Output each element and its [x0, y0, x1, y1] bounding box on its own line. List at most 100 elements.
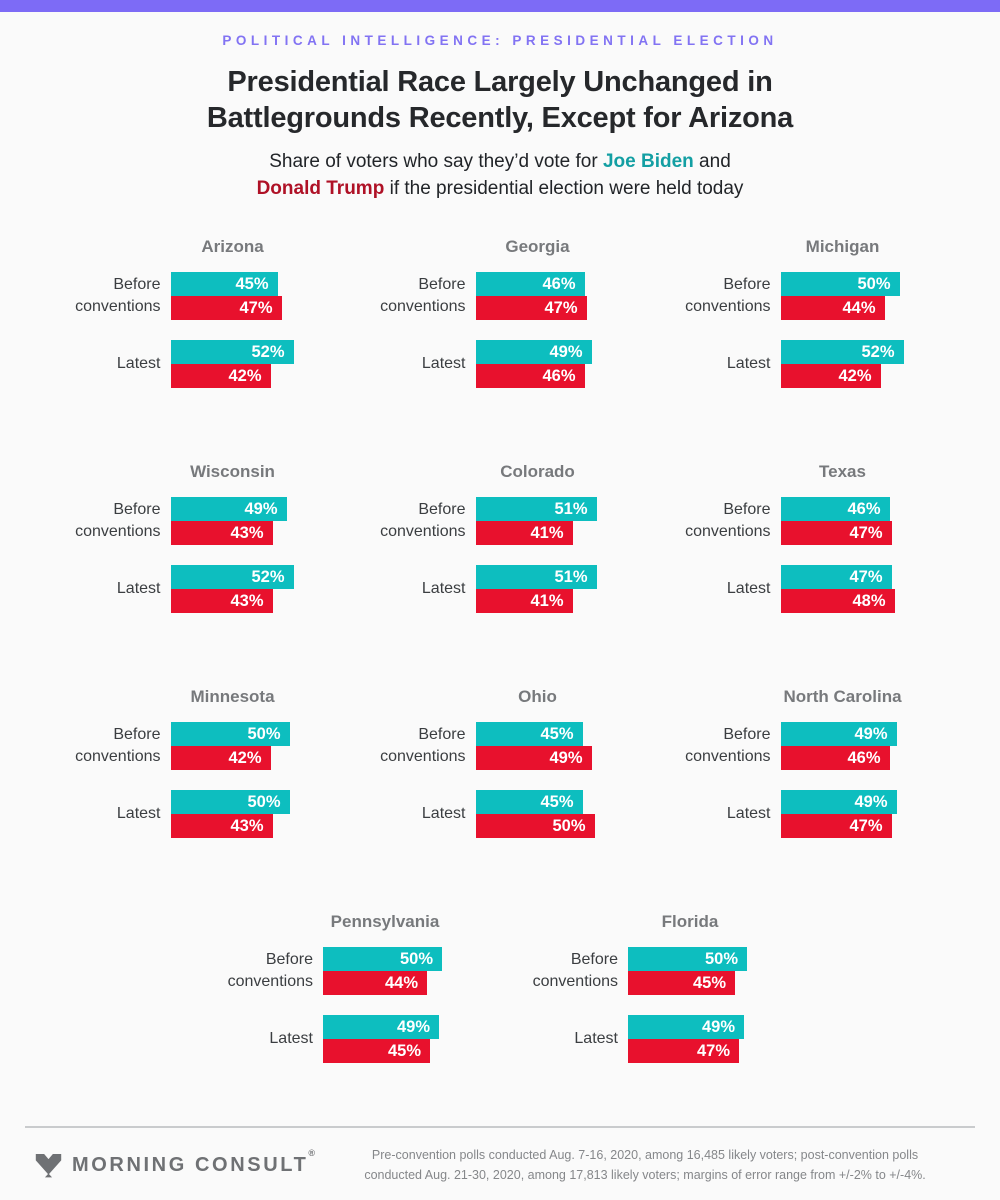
- biden-value-label: 47%: [849, 567, 883, 586]
- before-group: Before conventions 50% 42%: [43, 722, 348, 771]
- bar-pair: 52% 42%: [170, 340, 348, 389]
- before-group: Before conventions 50% 44%: [195, 947, 500, 996]
- trump-value-label: 45%: [692, 973, 726, 992]
- trump-value-label: 42%: [838, 366, 872, 385]
- biden-bar: 49%: [323, 1015, 439, 1040]
- kicker: POLITICAL INTELLIGENCE: PRESIDENTIAL ELE…: [222, 33, 778, 48]
- state-title: Wisconsin: [190, 462, 275, 482]
- latest-group: Latest 49% 45%: [195, 1015, 500, 1064]
- state-title: Minnesota: [190, 687, 275, 707]
- biden-bar: 51%: [475, 565, 597, 590]
- row-label: Latest: [269, 1030, 313, 1048]
- state-title: Colorado: [500, 462, 575, 482]
- bar-pair: 49% 45%: [323, 1015, 500, 1064]
- state-chart-north-carolina: North Carolina Before conventions 49% 46% La…: [653, 687, 958, 839]
- bar-pair: 50% 43%: [170, 790, 348, 839]
- row-label: Before conventions: [227, 951, 313, 991]
- biden-bar: 51%: [475, 497, 597, 522]
- trump-bar: 50%: [475, 814, 595, 839]
- trump-bar: 45%: [628, 971, 735, 996]
- biden-bar: 52%: [170, 565, 294, 590]
- trump-value-label: 41%: [530, 591, 564, 610]
- state-title: Texas: [819, 462, 866, 482]
- state-chart-pennsylvania: Pennsylvania Before conventions 50% 44% Late…: [195, 912, 500, 1064]
- biden-bar: 50%: [323, 947, 442, 972]
- state-chart-minnesota: Minnesota Before conventions 50% 42% Latest 5…: [43, 687, 348, 839]
- row-label: Before conventions: [532, 951, 618, 991]
- biden-bar: 52%: [170, 340, 294, 365]
- row-label: Before conventions: [75, 501, 161, 541]
- biden-bar: 45%: [475, 790, 583, 815]
- biden-value-label: 51%: [554, 567, 588, 586]
- trump-bar: 46%: [780, 746, 890, 771]
- before-group: Before conventions 46% 47%: [348, 272, 653, 321]
- methodology-note-line2: conducted Aug. 21-30, 2020, among 17,813…: [364, 1167, 926, 1182]
- biden-value-label: 52%: [251, 567, 285, 586]
- trump-bar: 48%: [780, 589, 895, 614]
- biden-bar: 47%: [780, 565, 892, 590]
- row-label: Before conventions: [380, 501, 466, 541]
- state-chart-arizona: Arizona Before conventions 45% 47% Latest 52%…: [43, 237, 348, 389]
- trump-value-label: 43%: [230, 816, 264, 835]
- trump-bar: 44%: [780, 296, 885, 321]
- latest-group: Latest 51% 41%: [348, 565, 653, 614]
- before-group: Before conventions 51% 41%: [348, 497, 653, 546]
- trump-value-label: 43%: [230, 591, 264, 610]
- biden-bar: 49%: [780, 790, 897, 815]
- row-label: Before conventions: [685, 726, 771, 766]
- trump-bar: 42%: [780, 364, 881, 389]
- chart-row: Wisconsin Before conventions 49% 43% Latest 5…: [25, 462, 975, 614]
- biden-value-label: 49%: [244, 499, 278, 518]
- page-title: Presidential Race Largely Unchanged in Ba…: [160, 65, 840, 136]
- row-label: Latest: [421, 805, 466, 823]
- trump-bar: 49%: [475, 746, 592, 771]
- trump-value-label: 50%: [552, 816, 586, 835]
- bar-pair: 50% 44%: [323, 947, 500, 996]
- bar-pair: 51% 41%: [475, 565, 653, 614]
- row-label: Latest: [116, 805, 161, 823]
- row-label: Latest: [421, 580, 466, 598]
- state-chart-michigan: Michigan Before conventions 50% 44% Latest 52…: [653, 237, 958, 389]
- trump-value-label: 48%: [852, 591, 886, 610]
- trump-bar: 42%: [170, 746, 271, 771]
- state-title: Ohio: [518, 687, 557, 707]
- biden-value-label: 49%: [854, 724, 888, 743]
- latest-group: Latest 52% 42%: [43, 340, 348, 389]
- logo-wordmark-text: MORNING CONSULT: [72, 1154, 309, 1177]
- state-title: Michigan: [805, 237, 880, 257]
- bar-pair: 49% 47%: [780, 790, 958, 839]
- row-label: Latest: [574, 1030, 618, 1048]
- trump-bar: 44%: [323, 971, 427, 996]
- trump-bar: 47%: [170, 296, 282, 321]
- registered-trademark: ®: [308, 1148, 316, 1159]
- footer-divider: [25, 1126, 975, 1129]
- trump-value-label: 47%: [849, 523, 883, 542]
- trump-bar: 42%: [170, 364, 271, 389]
- trump-value-label: 42%: [228, 366, 262, 385]
- trump-value-label: 47%: [239, 298, 273, 317]
- row-label: Latest: [116, 580, 161, 598]
- biden-value-label: 49%: [549, 342, 583, 361]
- state-title: Georgia: [505, 237, 570, 257]
- biden-value-label: 51%: [554, 499, 588, 518]
- latest-group: Latest 52% 42%: [653, 340, 958, 389]
- biden-bar: 46%: [780, 497, 890, 522]
- latest-group: Latest 50% 43%: [43, 790, 348, 839]
- trump-bar: 45%: [323, 1039, 430, 1064]
- row-label: Latest: [726, 355, 771, 373]
- biden-bar: 45%: [475, 722, 583, 747]
- biden-value-label: 52%: [861, 342, 895, 361]
- row-label: Latest: [726, 805, 771, 823]
- biden-value-label: 50%: [247, 792, 281, 811]
- biden-bar: 45%: [170, 272, 278, 297]
- before-group: Before conventions 45% 47%: [43, 272, 348, 321]
- biden-bar: 50%: [170, 790, 290, 815]
- trump-bar: 41%: [475, 521, 573, 546]
- row-label: Latest: [421, 355, 466, 373]
- subtitle-text-2: and: [693, 151, 731, 173]
- row-label: Before conventions: [380, 276, 466, 316]
- biden-bar: 49%: [780, 722, 897, 747]
- latest-group: Latest 49% 47%: [500, 1015, 805, 1064]
- page-title-line2: Battlegrounds Recently, Except for Arizo…: [206, 101, 794, 134]
- methodology-note-line1: Pre-convention polls conducted Aug. 7-16…: [371, 1148, 919, 1163]
